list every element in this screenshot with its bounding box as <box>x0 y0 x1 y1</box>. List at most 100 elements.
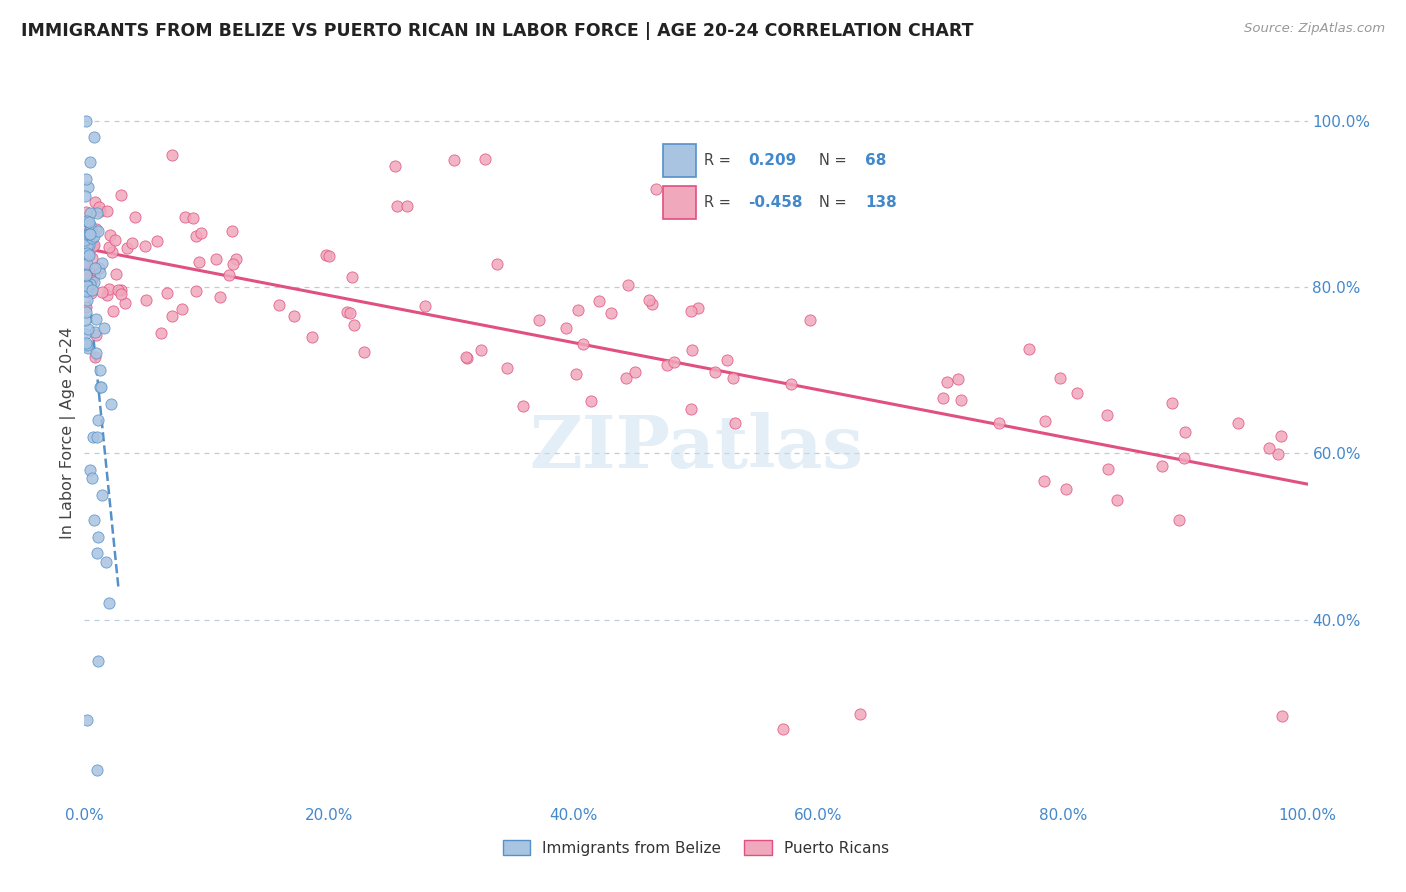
Point <box>225 252 247 266</box>
Point <box>204 252 226 266</box>
Point <box>600 306 623 320</box>
Point <box>110 287 132 301</box>
Point <box>799 313 821 327</box>
Point <box>1173 451 1195 466</box>
Point <box>75 336 97 351</box>
Point <box>80 240 103 254</box>
Y-axis label: In Labor Force | Age 20-24: In Labor Force | Age 20-24 <box>60 326 76 539</box>
Point <box>75 205 97 219</box>
Point <box>79 230 101 244</box>
Point <box>76 293 98 307</box>
Point <box>641 297 664 311</box>
Point <box>83 351 105 365</box>
Point <box>89 363 111 377</box>
Point <box>83 513 105 527</box>
Point <box>75 267 97 281</box>
Point <box>283 309 305 323</box>
Point <box>79 266 101 280</box>
Point <box>162 309 184 323</box>
Point <box>681 343 703 357</box>
Text: R =: R = <box>704 153 731 168</box>
Text: N =: N = <box>818 153 846 168</box>
Point <box>342 270 364 285</box>
Point <box>135 293 157 308</box>
Point <box>80 471 103 485</box>
Point <box>932 391 955 405</box>
Point <box>98 282 121 296</box>
Point <box>1049 371 1071 385</box>
Point <box>679 304 702 318</box>
Point <box>75 284 97 298</box>
Point <box>79 206 101 220</box>
Text: R =: R = <box>704 195 731 211</box>
Point <box>339 306 361 320</box>
Point <box>80 286 103 301</box>
Point <box>638 293 661 307</box>
Point <box>1066 386 1088 401</box>
Point <box>1174 425 1197 439</box>
Point <box>80 274 103 288</box>
Point <box>512 400 534 414</box>
Point <box>80 273 103 287</box>
Point <box>84 221 107 235</box>
Point <box>474 152 496 166</box>
Point <box>114 296 136 310</box>
Point <box>1018 342 1040 356</box>
Point <box>950 392 973 407</box>
FancyBboxPatch shape <box>664 145 696 177</box>
Point <box>529 312 551 326</box>
Point <box>100 396 122 410</box>
Point <box>772 722 794 736</box>
Point <box>318 249 340 263</box>
Point <box>413 299 436 313</box>
Point <box>75 305 97 319</box>
Point <box>124 210 146 224</box>
Point <box>454 350 477 364</box>
Point <box>567 303 589 318</box>
Point <box>353 345 375 359</box>
Point <box>76 239 98 253</box>
Point <box>89 380 111 394</box>
Point <box>83 269 105 284</box>
Point <box>936 375 959 389</box>
Point <box>79 219 101 233</box>
Point <box>101 244 124 259</box>
Point <box>77 285 100 299</box>
Point <box>77 322 100 336</box>
Point <box>688 301 710 316</box>
Point <box>86 763 108 777</box>
Point <box>96 204 118 219</box>
Text: 138: 138 <box>865 195 897 211</box>
Point <box>107 283 129 297</box>
Point <box>73 224 96 238</box>
Point <box>1150 459 1173 474</box>
FancyBboxPatch shape <box>664 186 696 219</box>
Point <box>146 234 169 248</box>
Text: ZIPatlas: ZIPatlas <box>529 412 863 483</box>
Point <box>79 227 101 242</box>
Point <box>588 293 610 308</box>
Point <box>90 380 112 394</box>
Point <box>681 402 703 417</box>
Point <box>115 241 138 255</box>
Point <box>181 211 204 225</box>
Point <box>121 235 143 250</box>
Point <box>79 277 101 292</box>
Point <box>77 180 100 194</box>
Point <box>184 284 207 298</box>
Point <box>75 188 97 202</box>
Point <box>80 230 103 244</box>
Point <box>73 313 96 327</box>
Text: 0.209: 0.209 <box>748 153 796 168</box>
Point <box>100 228 122 243</box>
Point <box>571 337 593 351</box>
Point <box>76 338 98 352</box>
Point <box>84 327 107 342</box>
Point <box>387 199 409 213</box>
Point <box>1033 414 1056 428</box>
Point <box>83 130 105 145</box>
Point <box>1257 441 1279 455</box>
Point <box>80 283 103 297</box>
Point <box>76 277 98 292</box>
Point <box>723 371 745 385</box>
